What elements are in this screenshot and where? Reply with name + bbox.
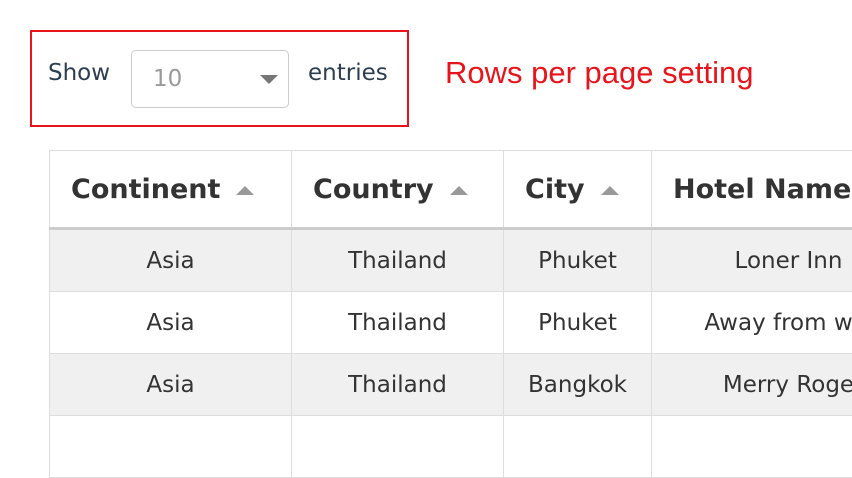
table-cell (292, 416, 504, 478)
column-header[interactable]: Country (292, 151, 504, 229)
sort-arrow[interactable] (236, 186, 254, 195)
table-cell: Asia (50, 229, 292, 292)
sort-arrow[interactable] (450, 186, 468, 195)
table-cell (50, 416, 292, 478)
annotation: Rows per page setting (445, 55, 753, 91)
page: Show 10 entries Rows per page setting Co… (0, 0, 852, 427)
table-cell (652, 416, 852, 478)
column-title: City (525, 174, 585, 205)
column-title: Hotel Name (673, 174, 851, 205)
column-title: Continent (71, 174, 220, 205)
select-value: 10 (153, 66, 182, 92)
header-row: Continent Country City Hotel Name (50, 151, 852, 229)
table-cell: Thailand (292, 292, 504, 354)
table-cell: Merry Roge (652, 354, 852, 416)
table-cell: Thailand (292, 229, 504, 292)
column-title: Country (313, 174, 434, 205)
column-header[interactable]: Hotel Name (652, 151, 852, 229)
table-cell: Asia (50, 354, 292, 416)
caret (260, 75, 278, 84)
sort-arrow[interactable] (601, 186, 619, 195)
table-cell: Phuket (504, 229, 652, 292)
table-cell (504, 416, 652, 478)
table-cell: Thailand (292, 354, 504, 416)
page-length-select[interactable]: 10 (131, 50, 289, 108)
table-cell: Away from wiv (652, 292, 852, 354)
table-cell: Bangkok (504, 354, 652, 416)
table-cell: Phuket (504, 292, 652, 354)
table-row (50, 416, 852, 478)
entries-label: entries (308, 60, 388, 86)
column-header[interactable]: Continent (50, 151, 292, 229)
table-cell: Asia (50, 292, 292, 354)
table-cell: Loner Inn (652, 229, 852, 292)
column-header[interactable]: City (504, 151, 652, 229)
show-label: Show (48, 60, 110, 86)
